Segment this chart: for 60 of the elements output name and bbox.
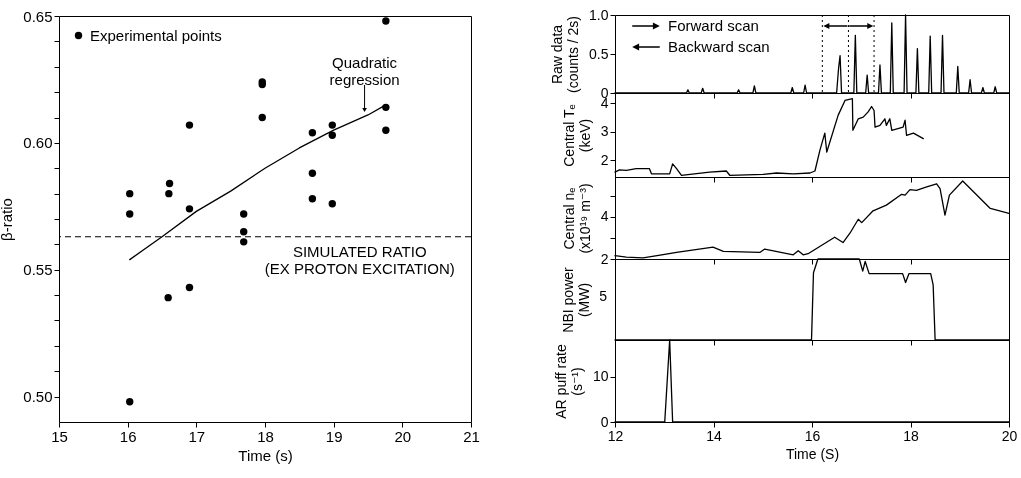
point xyxy=(308,129,317,137)
point xyxy=(164,293,172,302)
x-tick-label: 18 xyxy=(903,427,919,444)
text: 5 xyxy=(599,288,608,305)
annotation: Quadratic regression xyxy=(329,53,400,88)
x-tick-label: 16 xyxy=(804,427,821,444)
x-tick-label: 19 xyxy=(325,427,343,445)
x-tick-label: 12 xyxy=(607,427,624,444)
y-tick-label: 4 xyxy=(600,208,609,225)
x-tick-label: 17 xyxy=(188,427,206,445)
y-axis-title: Central nₑ (x10¹⁹ m⁻³) xyxy=(560,183,593,254)
point xyxy=(328,121,336,129)
point xyxy=(382,126,390,134)
x-tick-label: 15 xyxy=(51,427,68,445)
annotation: Forward scan xyxy=(668,17,759,34)
y-axis-title: AR puff rate (s⁻¹) xyxy=(552,344,585,419)
point xyxy=(258,113,266,122)
point xyxy=(328,131,336,139)
point xyxy=(240,238,248,246)
x-tick-label: 20 xyxy=(1001,427,1018,444)
point xyxy=(126,398,134,406)
y-tick-label: 0.55 xyxy=(23,261,53,279)
point xyxy=(126,189,134,198)
y-tick-label: 10 xyxy=(592,368,609,385)
y-tick-label: 1.0 xyxy=(589,6,609,23)
x-tick-label: 21 xyxy=(463,427,480,445)
point xyxy=(328,200,336,208)
y-tick-label: 0 xyxy=(600,413,609,430)
point xyxy=(165,179,174,188)
point xyxy=(240,227,248,236)
point xyxy=(240,210,248,218)
legend-label: Experimental points xyxy=(90,26,222,44)
point xyxy=(308,169,317,178)
point xyxy=(126,210,134,218)
y-axis-title: Raw data (counts / 2s) xyxy=(549,15,582,94)
point xyxy=(382,103,390,112)
y-axis-title: Central Tₑ (keV) xyxy=(560,104,593,167)
y-tick-label: 0.50 xyxy=(23,388,53,406)
point xyxy=(185,121,194,129)
x-tick-label: 18 xyxy=(257,427,274,445)
y-tick-label: 0.65 xyxy=(23,7,53,25)
point xyxy=(185,205,194,213)
point xyxy=(165,189,173,198)
point xyxy=(382,17,390,25)
y-tick-label: 2 xyxy=(600,151,609,168)
y-tick-label: 3 xyxy=(600,123,609,140)
ref-line-label: SIMULATED RATIO (EX PROTON EXCITATION) xyxy=(264,242,455,277)
y-tick-label: 0.5 xyxy=(589,45,609,62)
x-axis-title: Time (S) xyxy=(785,445,840,462)
y-axis-title: β-ratio xyxy=(0,198,16,241)
point xyxy=(185,283,194,292)
x-tick-label: 14 xyxy=(706,427,722,444)
y-axis-title: NBI power (MW) xyxy=(559,266,592,333)
x-axis-title: Time (s) xyxy=(238,446,293,464)
annotation: Backward scan xyxy=(668,38,770,55)
point xyxy=(308,195,317,203)
y-tick-label: 0.60 xyxy=(23,134,53,152)
x-tick-label: 16 xyxy=(119,427,137,445)
y-tick-label: 2 xyxy=(600,250,609,267)
x-tick-label: 20 xyxy=(394,427,412,445)
